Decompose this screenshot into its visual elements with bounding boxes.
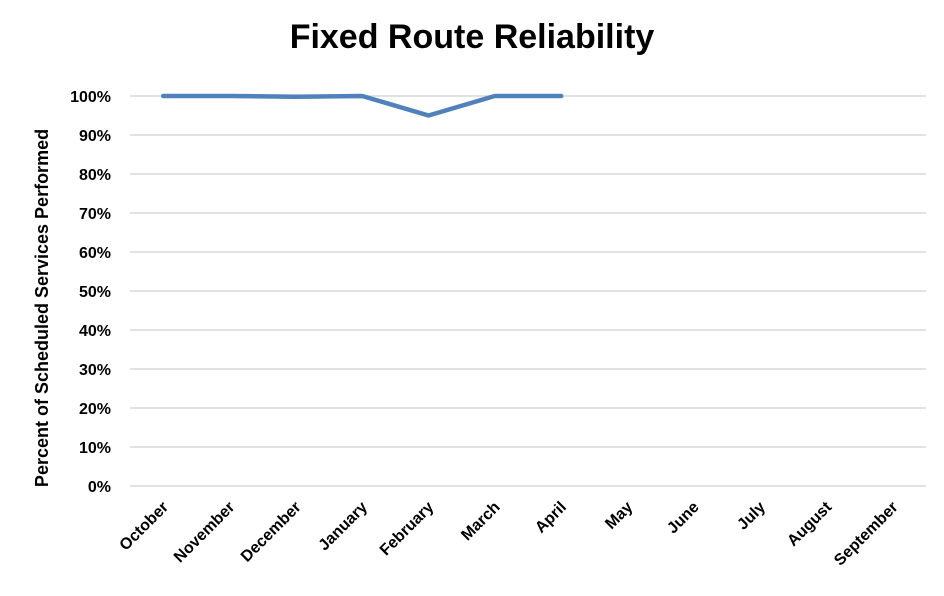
x-tick-label: December [238, 499, 305, 566]
series-group [160, 93, 564, 118]
y-tick-label: 40% [79, 323, 111, 340]
gridlines [130, 95, 926, 487]
y-tick-label: 100% [70, 89, 111, 106]
x-tick-label: February [377, 499, 438, 560]
y-tick-label: 10% [79, 440, 111, 457]
y-tick-label: 20% [79, 401, 111, 418]
x-tick-label: September [831, 499, 902, 570]
x-tick-label: November [171, 499, 238, 566]
x-tick-label: July [734, 499, 769, 534]
y-tick-label: 50% [79, 284, 111, 301]
x-tick-label: January [316, 499, 371, 554]
x-tick-label: October [117, 499, 172, 554]
y-tick-label: 70% [79, 206, 111, 223]
x-tick-label: August [784, 498, 835, 549]
x-tick-label: April [532, 499, 570, 537]
chart-title: Fixed Route Reliability [289, 18, 655, 56]
y-tick-label: 90% [79, 128, 111, 145]
y-tick-label: 60% [79, 245, 111, 262]
x-tick-label: June [664, 499, 702, 537]
y-tick-label: 30% [79, 362, 111, 379]
y-tick-label: 0% [88, 479, 111, 496]
x-tick-label: March [458, 499, 503, 544]
series-line [160, 93, 564, 118]
y-axis-label: Percent of Scheduled Services Performed [32, 129, 52, 487]
y-axis-ticks: 0% 10% 20% 30% 40% 50% 60% 70% 80% 90% 100% [70, 89, 111, 496]
x-tick-label: May [602, 499, 636, 533]
y-tick-label: 80% [79, 167, 111, 184]
